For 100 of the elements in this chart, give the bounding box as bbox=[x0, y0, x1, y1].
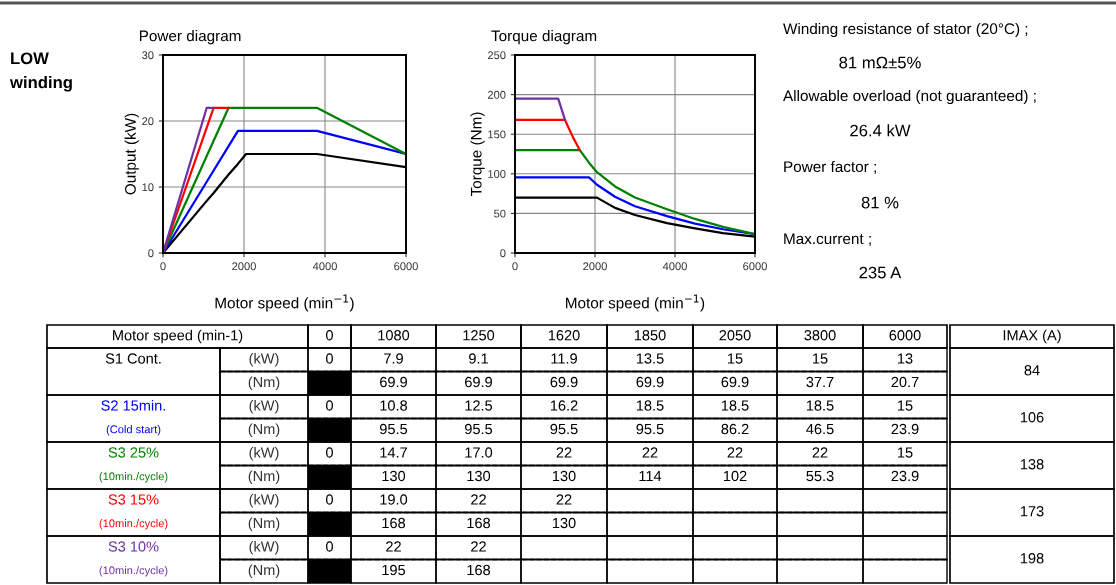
y-tick-label: 250 bbox=[487, 51, 506, 60]
category-label: (kW) bbox=[249, 399, 279, 414]
category-label: (kW) bbox=[249, 493, 279, 508]
text: 9.1 bbox=[469, 353, 488, 364]
y-tick-label: 20 bbox=[142, 117, 154, 126]
text: 10.8 bbox=[380, 400, 408, 411]
text: 0 bbox=[326, 447, 333, 458]
text: 95.5 bbox=[636, 423, 664, 435]
text: 55.3 bbox=[806, 470, 834, 482]
text: 18.5 bbox=[806, 400, 834, 411]
y-axis-title: Torque (Nm) bbox=[470, 112, 485, 197]
text: 22 bbox=[727, 447, 743, 458]
x-tick-label: 2000 bbox=[583, 262, 607, 271]
chart-title: Power diagram bbox=[139, 30, 241, 45]
y-tick-label: 30 bbox=[142, 51, 154, 60]
text: 7.9 bbox=[384, 353, 403, 364]
category-label: (10min./cycle) bbox=[99, 566, 168, 577]
text: LOW winding bbox=[9, 52, 72, 92]
category-label: 1250 bbox=[463, 330, 495, 341]
text: 86.2 bbox=[721, 423, 749, 435]
y-tick-label: 10 bbox=[142, 183, 154, 192]
category-label: (Nm) bbox=[248, 470, 280, 485]
text: 130 bbox=[552, 470, 576, 482]
category-label: 2050 bbox=[719, 330, 751, 341]
text: 130 bbox=[467, 470, 491, 482]
y-tick-label: 150 bbox=[488, 130, 506, 139]
text: 22 bbox=[471, 494, 486, 505]
text: 81 % bbox=[861, 196, 899, 209]
category-label: S3 10% bbox=[108, 541, 159, 552]
y-tick-label: 0 bbox=[500, 249, 506, 258]
text: 46.5 bbox=[806, 423, 834, 435]
text: 69.9 bbox=[380, 376, 407, 388]
text: 37.7 bbox=[806, 376, 834, 388]
text: 15 bbox=[813, 353, 828, 364]
category-label: (kW) bbox=[249, 540, 279, 555]
text: 130 bbox=[382, 470, 406, 482]
text: 22 bbox=[471, 541, 486, 552]
line-series bbox=[515, 176, 755, 236]
category-label: 0 bbox=[326, 330, 333, 341]
x-tick-label: 0 bbox=[160, 262, 166, 271]
text: 26.4 kW bbox=[850, 124, 911, 137]
text: 14.7 bbox=[380, 447, 407, 458]
text: 69.9 bbox=[636, 376, 664, 388]
text: 198 bbox=[1020, 553, 1044, 564]
y-axis-title: Output (kW) bbox=[124, 113, 139, 195]
text: 20.7 bbox=[891, 376, 919, 388]
category-label: (Nm) bbox=[248, 423, 280, 438]
y-tick-label: 200 bbox=[487, 90, 506, 99]
text: 19.0 bbox=[380, 494, 408, 505]
text: 11.9 bbox=[551, 353, 577, 364]
category-label: (Cold start) bbox=[106, 425, 161, 436]
text: 84 bbox=[1024, 365, 1040, 376]
y-tick-label: 0 bbox=[148, 249, 154, 258]
text: 106 bbox=[1020, 412, 1044, 423]
text: 235 A bbox=[859, 266, 902, 279]
text: 18.5 bbox=[636, 400, 664, 411]
text: 22 bbox=[386, 541, 401, 552]
text: 22 bbox=[556, 494, 572, 505]
category-label: (Nm) bbox=[248, 517, 280, 532]
category-label: S2 15min. bbox=[101, 399, 165, 411]
x-tick-label: 6000 bbox=[743, 262, 767, 271]
line-series bbox=[515, 148, 755, 236]
text: 22 bbox=[812, 447, 828, 458]
text: 95.5 bbox=[379, 423, 408, 435]
x-tick-label: 4000 bbox=[312, 262, 337, 271]
category-label: (Nm) bbox=[248, 564, 280, 579]
category-label: (10min./cycle) bbox=[99, 472, 168, 483]
text: Allowable overload (not guaranteed) ; bbox=[783, 89, 1036, 105]
text: 13 bbox=[898, 353, 913, 364]
category-label: (10min./cycle) bbox=[99, 519, 168, 530]
category-label: 1620 bbox=[548, 330, 580, 341]
text: Max.current ; bbox=[784, 233, 871, 246]
text: 0 bbox=[326, 541, 333, 552]
text: 168 bbox=[467, 517, 491, 529]
category-label: (kW) bbox=[249, 446, 279, 461]
y-tick-label: 100 bbox=[488, 170, 506, 178]
category-label: 6000 bbox=[889, 330, 921, 341]
text: 138 bbox=[1020, 459, 1044, 470]
text: 0 bbox=[326, 353, 333, 364]
x-tick-label: 6000 bbox=[394, 262, 418, 271]
category-label: S1 Cont. bbox=[105, 353, 161, 364]
x-axis-title: Motor speed (min$^{−1}$) bbox=[566, 294, 705, 312]
text: 168 bbox=[382, 517, 406, 529]
text: 114 bbox=[639, 470, 662, 482]
x-tick-label: 4000 bbox=[662, 262, 687, 271]
x-tick-label: 0 bbox=[512, 262, 518, 271]
text: 17.0 bbox=[465, 447, 493, 458]
text: 173 bbox=[1020, 506, 1044, 517]
category-label: S3 25% bbox=[108, 447, 159, 458]
text: 69.9 bbox=[550, 376, 578, 388]
text: 15 bbox=[898, 400, 913, 411]
y-tick-label: 50 bbox=[494, 209, 506, 218]
text: 0 bbox=[326, 494, 333, 505]
category-label: S3 15% bbox=[108, 494, 159, 505]
text: 22 bbox=[642, 447, 658, 458]
text: 0 bbox=[326, 400, 333, 411]
text: 13.5 bbox=[636, 353, 664, 364]
text: 18.5 bbox=[721, 400, 749, 411]
category-label: 1080 bbox=[378, 330, 410, 341]
category-label: (kW) bbox=[249, 352, 279, 367]
